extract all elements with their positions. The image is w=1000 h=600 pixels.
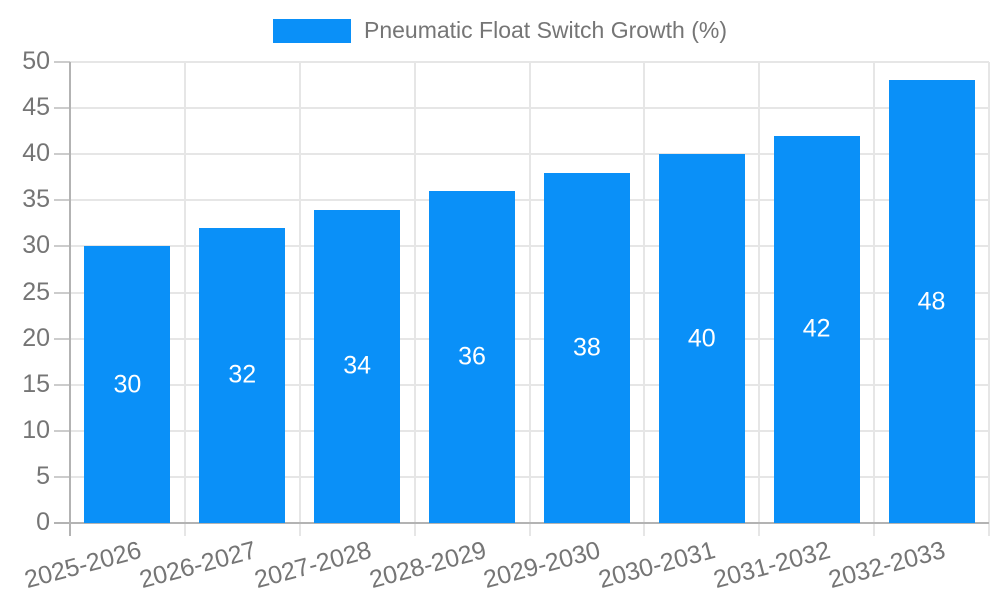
bar-value-label: 48 [917,287,946,316]
legend-label: Pneumatic Float Switch Growth (%) [363,17,727,43]
y-axis-tick [54,199,70,202]
gridline-vertical [183,62,186,536]
bar [314,209,400,523]
bar [774,135,860,523]
y-axis-tick [54,522,70,524]
bar-value-label: 32 [228,360,257,389]
gridline-vertical [298,62,301,536]
y-tick-label: 30 [22,231,50,260]
y-axis-line [69,62,71,536]
bar [84,246,170,523]
y-axis-tick [54,153,70,156]
x-axis-line [70,522,989,524]
gridline-vertical [643,62,646,536]
x-tick-label: 2031-2032 [710,536,834,595]
x-tick-label: 2032-2033 [825,536,949,595]
bar-value-label: 30 [113,370,142,399]
bar [199,227,285,523]
y-axis-tick [54,429,70,432]
y-tick-label: 10 [22,415,50,444]
y-tick-label: 40 [22,139,50,168]
gridline-vertical [988,62,990,536]
y-axis-tick [54,61,70,63]
x-tick-label: 2029-2030 [480,536,604,595]
bar-value-label: 34 [343,351,372,380]
x-tick-label: 2028-2029 [366,536,489,595]
bar-value-label: 36 [458,342,486,371]
y-axis-tick [54,107,70,110]
x-tick-label: 2026-2027 [136,536,260,595]
y-axis-tick [54,475,70,478]
gridline-vertical [413,62,416,536]
y-axis-tick [54,245,70,248]
legend-swatch [272,18,351,43]
y-tick-label: 45 [22,93,50,122]
gridline-vertical [873,62,876,536]
gridline-vertical [528,62,531,536]
legend: Pneumatic Float Switch Growth (%) [0,17,1000,44]
bar [659,154,745,523]
y-tick-label: 50 [22,47,50,75]
bar-value-label: 42 [802,314,831,343]
bar-value-label: 40 [687,324,716,353]
y-tick-label: 0 [36,508,50,536]
y-tick-label: 35 [22,185,50,214]
y-tick-label: 5 [36,461,50,490]
y-tick-label: 25 [22,277,50,306]
y-axis-tick [54,337,70,340]
x-tick-label: 2030-2031 [595,536,719,595]
bar-value-label: 38 [573,333,601,362]
y-tick-label: 20 [22,323,50,352]
bar [544,172,630,523]
gridline-vertical [758,62,761,536]
x-tick-label: 2027-2028 [251,536,374,595]
bar [889,80,975,523]
bar [429,191,515,523]
y-axis-tick [54,383,70,386]
x-tick-label: 2025-2026 [21,536,145,595]
y-axis-tick [54,291,70,294]
y-tick-label: 15 [22,369,50,398]
